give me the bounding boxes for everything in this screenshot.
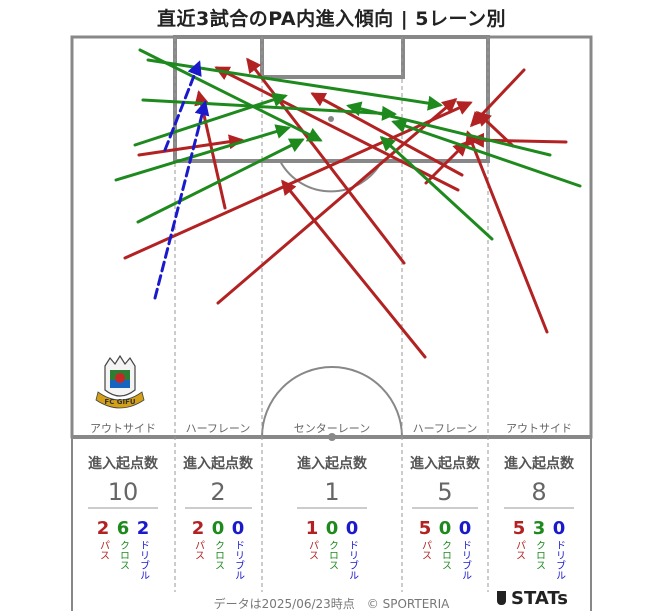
cross-arrow-19	[346, 101, 552, 157]
penalty-spot	[328, 116, 334, 122]
team-emblem: FC GIFU	[95, 354, 145, 409]
goal-area	[260, 35, 405, 79]
pass-arrow-12	[424, 140, 469, 185]
stat-pass-label: パス	[98, 540, 110, 560]
stat-pass-count: 1	[306, 518, 319, 539]
center-circle	[261, 366, 403, 438]
footer-note: データは2025/06/23時点 © SPORTERIA	[213, 597, 450, 611]
stat-cross-count: 6	[117, 518, 130, 539]
lane-name-halflane-left: ハーフレーン	[186, 422, 251, 435]
brand-text: STATs	[511, 588, 568, 609]
entry-arrows	[114, 48, 582, 359]
stat-dribble-count: 0	[346, 518, 359, 539]
dribble-arrow-22	[153, 100, 210, 300]
stat-total: 8	[531, 478, 546, 506]
brand-logo: STATs	[497, 588, 568, 609]
lane-name-outside-left: アウトサイド	[90, 422, 156, 435]
stat-dribble-label: ドリブル	[233, 540, 245, 580]
penalty-arc	[279, 160, 383, 193]
stat-cross-label: クロス	[213, 540, 224, 570]
stat-cross-count: 3	[533, 518, 546, 539]
stat-dribble-count: 0	[553, 518, 566, 539]
lane-name-halflane-right: ハーフレーン	[413, 422, 478, 435]
pass-arrow-0	[216, 98, 458, 305]
stat-pass-label: パス	[514, 540, 526, 560]
pass-arrow-2	[137, 134, 244, 157]
stat-cross-label: クロス	[534, 540, 545, 570]
pass-arrow-11	[475, 110, 515, 148]
cross-arrow-16	[133, 92, 288, 147]
stat-header: 進入起点数	[410, 455, 481, 472]
cross-arrow-17	[114, 124, 291, 182]
stat-total: 2	[210, 478, 225, 506]
chart-title: 直近3試合のPA内進入傾向 | 5レーン別	[156, 8, 507, 30]
lane-name-center: センターレーン	[294, 422, 370, 435]
stat-header: 進入起点数	[504, 455, 575, 472]
lane-stats-outside-right: 進入起点数 8 5 3 0 パス クロス ドリブル	[504, 455, 575, 580]
stat-cross-label: クロス	[440, 540, 451, 570]
lane-stats-outside-left: 進入起点数 10 2 6 2 パス クロス ドリブル	[88, 455, 159, 580]
stat-cross-count: 0	[326, 518, 339, 539]
stat-dribble-label: ドリブル	[347, 540, 359, 580]
stat-pass-count: 5	[419, 518, 432, 539]
stat-pass-label: パス	[307, 540, 319, 560]
pass-arrow-8	[465, 130, 549, 334]
lane-stats-halflane-right: 進入起点数 5 5 0 0 パス クロス ドリブル	[410, 455, 481, 580]
team-emblem-text: FC GIFU	[104, 398, 135, 406]
stat-total: 1	[324, 478, 339, 506]
pass-arrow-7	[310, 92, 464, 177]
lane-name-outside-right: アウトサイド	[506, 422, 572, 435]
lane-stats-center: 進入起点数 1 1 0 0 パス クロス ドリブル	[297, 455, 368, 580]
stat-pass-count: 2	[192, 518, 205, 539]
stat-cross-count: 0	[439, 518, 452, 539]
cross-arrow-21	[379, 135, 494, 241]
stat-cross-label: クロス	[327, 540, 338, 570]
stat-pass-count: 5	[513, 518, 526, 539]
cross-arrow-18	[136, 138, 305, 224]
stat-cross-label: クロス	[118, 540, 129, 570]
stat-pass-label: パス	[193, 540, 205, 560]
pitch-outline	[70, 35, 593, 439]
stat-pass-label: パス	[420, 540, 432, 560]
cross-arrow-20	[391, 118, 582, 188]
stat-dribble-count: 2	[137, 518, 150, 539]
stat-pass-count: 2	[97, 518, 110, 539]
stat-dribble-count: 0	[232, 518, 245, 539]
dribble-arrow-23	[163, 60, 202, 152]
stat-cross-count: 0	[212, 518, 225, 539]
pass-arrow-5	[281, 179, 427, 359]
stats-logo-icon	[497, 591, 506, 605]
stat-total: 5	[437, 478, 452, 506]
stat-header: 進入起点数	[88, 455, 159, 472]
stat-dribble-label: ドリブル	[554, 540, 566, 580]
stat-dribble-count: 0	[459, 518, 472, 539]
stat-dribble-label: ドリブル	[460, 540, 472, 580]
stat-header: 進入起点数	[297, 455, 368, 472]
lane-stats-halflane-left: 進入起点数 2 2 0 0 パス クロス ドリブル	[183, 455, 254, 580]
stat-total: 10	[108, 478, 139, 506]
stat-dribble-label: ドリブル	[138, 540, 150, 580]
stat-header: 進入起点数	[183, 455, 254, 472]
